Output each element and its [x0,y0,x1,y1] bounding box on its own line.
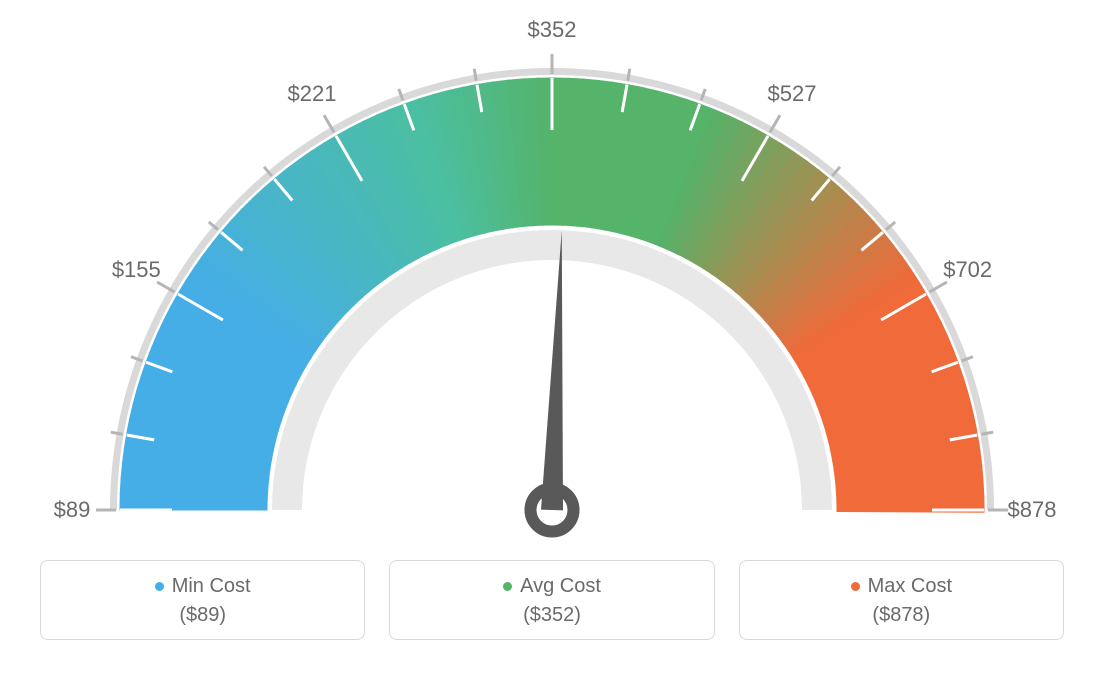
legend-card-min: Min Cost ($89) [40,560,365,640]
gauge-tick-label: $155 [112,257,161,283]
gauge-svg [0,0,1104,560]
legend-value-max: ($878) [740,604,1063,627]
legend-card-avg: Avg Cost ($352) [389,560,714,640]
gauge-tick-label: $702 [943,257,992,283]
legend-value-min: ($89) [41,604,364,627]
gauge-tick-label: $352 [528,17,577,43]
legend-dot-max [851,582,860,591]
legend-card-max: Max Cost ($878) [739,560,1064,640]
cost-gauge-chart: $89 $155 $221 $352 $527 $702 $878 [0,0,1104,560]
legend-title-max: Max Cost [740,575,1063,598]
legend-dot-avg [503,582,512,591]
legend-dot-min [155,582,164,591]
gauge-tick-label: $89 [54,497,91,523]
legend-label-avg: Avg Cost [520,575,601,597]
legend-title-min: Min Cost [41,575,364,598]
gauge-tick-label: $527 [768,81,817,107]
legend-title-avg: Avg Cost [390,575,713,598]
legend-label-min: Min Cost [172,575,251,597]
legend-row: Min Cost ($89) Avg Cost ($352) Max Cost … [0,560,1104,656]
gauge-tick-label: $878 [1008,497,1057,523]
legend-label-max: Max Cost [868,575,952,597]
legend-value-avg: ($352) [390,604,713,627]
gauge-tick-label: $221 [288,81,337,107]
